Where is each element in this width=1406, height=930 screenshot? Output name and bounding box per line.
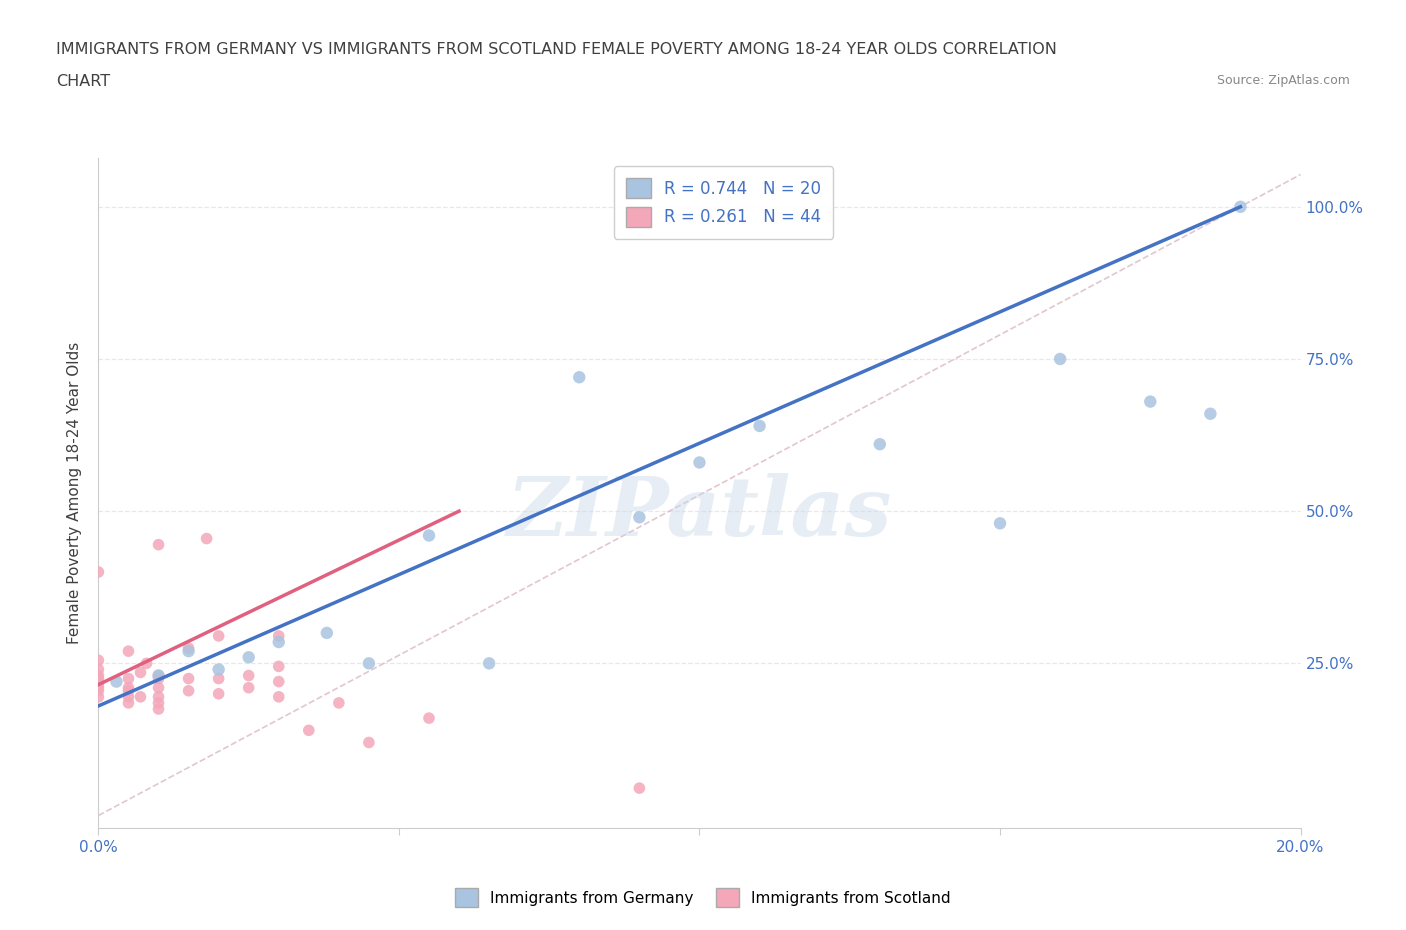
- Text: ZIPatlas: ZIPatlas: [506, 473, 893, 553]
- Point: [208, 671, 231, 686]
- Point: [208, 662, 231, 677]
- Point: [238, 680, 260, 695]
- Point: [238, 650, 260, 665]
- Point: [195, 531, 218, 546]
- Point: [988, 516, 1011, 531]
- Legend: R = 0.744   N = 20, R = 0.261   N = 44: R = 0.744 N = 20, R = 0.261 N = 44: [614, 166, 832, 239]
- Point: [87, 674, 110, 689]
- Point: [418, 711, 440, 725]
- Point: [87, 680, 110, 695]
- Point: [135, 656, 157, 671]
- Point: [129, 665, 152, 680]
- Text: CHART: CHART: [56, 74, 110, 89]
- Text: Source: ZipAtlas.com: Source: ZipAtlas.com: [1216, 74, 1350, 87]
- Point: [87, 565, 110, 579]
- Point: [1229, 199, 1251, 214]
- Point: [129, 689, 152, 704]
- Point: [148, 671, 170, 686]
- Point: [148, 689, 170, 704]
- Point: [208, 686, 231, 701]
- Point: [87, 653, 110, 668]
- Point: [357, 656, 380, 671]
- Point: [87, 668, 110, 683]
- Point: [1049, 352, 1071, 366]
- Point: [177, 684, 200, 698]
- Point: [148, 680, 170, 695]
- Point: [117, 671, 139, 686]
- Point: [117, 689, 139, 704]
- Point: [148, 668, 170, 683]
- Point: [1139, 394, 1161, 409]
- Point: [148, 701, 170, 716]
- Point: [298, 723, 321, 737]
- Point: [148, 668, 170, 683]
- Point: [117, 644, 139, 658]
- Point: [1199, 406, 1222, 421]
- Y-axis label: Female Poverty Among 18-24 Year Olds: Female Poverty Among 18-24 Year Olds: [67, 341, 83, 644]
- Point: [117, 696, 139, 711]
- Point: [177, 671, 200, 686]
- Point: [117, 684, 139, 698]
- Point: [357, 735, 380, 750]
- Point: [315, 626, 337, 641]
- Point: [117, 680, 139, 695]
- Point: [418, 528, 440, 543]
- Point: [87, 671, 110, 686]
- Point: [238, 668, 260, 683]
- Point: [328, 696, 350, 711]
- Point: [177, 641, 200, 656]
- Point: [87, 689, 110, 704]
- Point: [478, 656, 501, 671]
- Legend: Immigrants from Germany, Immigrants from Scotland: Immigrants from Germany, Immigrants from…: [449, 883, 957, 913]
- Point: [628, 780, 651, 795]
- Point: [267, 659, 290, 674]
- Point: [689, 455, 711, 470]
- Point: [87, 684, 110, 698]
- Point: [267, 634, 290, 649]
- Point: [87, 677, 110, 692]
- Point: [568, 370, 591, 385]
- Point: [869, 437, 891, 452]
- Point: [267, 689, 290, 704]
- Point: [208, 629, 231, 644]
- Point: [267, 629, 290, 644]
- Point: [105, 674, 128, 689]
- Point: [628, 510, 651, 525]
- Point: [748, 418, 770, 433]
- Text: IMMIGRANTS FROM GERMANY VS IMMIGRANTS FROM SCOTLAND FEMALE POVERTY AMONG 18-24 Y: IMMIGRANTS FROM GERMANY VS IMMIGRANTS FR…: [56, 42, 1057, 57]
- Point: [148, 538, 170, 552]
- Point: [148, 696, 170, 711]
- Point: [87, 662, 110, 677]
- Point: [177, 644, 200, 658]
- Point: [267, 674, 290, 689]
